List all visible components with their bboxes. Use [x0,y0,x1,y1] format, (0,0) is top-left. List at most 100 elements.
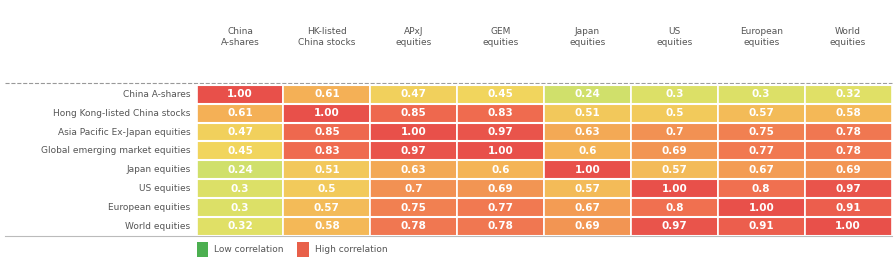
Text: 0.78: 0.78 [835,127,861,137]
Text: 1.00: 1.00 [748,202,774,213]
Text: 0.83: 0.83 [487,108,513,118]
Text: 0.97: 0.97 [401,146,426,156]
Bar [805,217,892,236]
Bar [718,122,805,142]
Bar [718,85,805,104]
Bar [283,217,370,236]
Text: 0.57: 0.57 [574,184,600,194]
Text: 0.61: 0.61 [314,89,340,99]
Bar [370,179,457,198]
Bar [805,122,892,142]
Text: 0.77: 0.77 [487,202,513,213]
Text: 0.63: 0.63 [574,127,600,137]
Text: 0.97: 0.97 [487,127,513,137]
Bar [805,198,892,217]
Text: 0.47: 0.47 [401,89,426,99]
Text: World
equities: World equities [830,27,866,47]
Text: 0.51: 0.51 [314,165,340,175]
Text: 0.8: 0.8 [752,184,771,194]
Bar [297,242,309,257]
Bar [631,179,718,198]
Text: 0.69: 0.69 [487,184,513,194]
Bar [283,122,370,142]
Bar [805,160,892,179]
Bar [718,142,805,160]
Bar [544,122,631,142]
Text: 0.63: 0.63 [401,165,426,175]
Text: GEM
equities: GEM equities [483,27,519,47]
Bar [370,142,457,160]
Bar [370,160,457,179]
Bar [370,104,457,122]
Text: 0.58: 0.58 [835,108,861,118]
Bar [457,122,544,142]
Text: 0.75: 0.75 [401,202,426,213]
Bar [631,85,718,104]
Text: 0.24: 0.24 [574,89,600,99]
Text: 1.00: 1.00 [314,108,340,118]
Bar [805,179,892,198]
Text: European
equities: European equities [740,27,783,47]
Text: 1.00: 1.00 [661,184,687,194]
Text: 0.5: 0.5 [318,184,336,194]
Bar [544,104,631,122]
Text: 0.3: 0.3 [752,89,771,99]
Text: 1.00: 1.00 [835,222,861,231]
Text: Japan equities: Japan equities [126,165,190,174]
Bar [196,242,208,257]
Text: 0.51: 0.51 [574,108,600,118]
Bar [544,217,631,236]
Text: 0.47: 0.47 [227,127,253,137]
Bar [370,198,457,217]
Bar [718,198,805,217]
Text: 0.24: 0.24 [227,165,253,175]
Text: 0.3: 0.3 [665,89,684,99]
Bar [718,179,805,198]
Text: Japan
equities: Japan equities [569,27,606,47]
Bar [196,179,283,198]
Bar [196,142,283,160]
Text: 0.83: 0.83 [314,146,340,156]
Bar [544,198,631,217]
Bar [544,179,631,198]
Text: 1.00: 1.00 [574,165,600,175]
Text: 0.58: 0.58 [314,222,340,231]
Text: 0.85: 0.85 [401,108,426,118]
Text: 0.85: 0.85 [314,127,340,137]
Bar [718,160,805,179]
Bar [196,217,283,236]
Text: 0.78: 0.78 [835,146,861,156]
Text: 0.91: 0.91 [748,222,774,231]
Bar [370,122,457,142]
Text: US equities: US equities [139,184,190,193]
Bar [631,160,718,179]
Text: World equities: World equities [125,222,190,231]
Bar [718,217,805,236]
Bar [631,104,718,122]
Bar [805,104,892,122]
Bar [283,198,370,217]
Text: 0.69: 0.69 [574,222,600,231]
Bar [196,198,283,217]
Bar [457,142,544,160]
Bar [457,104,544,122]
Text: European equities: European equities [108,203,190,212]
Text: 1.00: 1.00 [401,127,426,137]
Text: 0.67: 0.67 [574,202,600,213]
Text: 0.3: 0.3 [231,184,249,194]
Text: 0.57: 0.57 [661,165,687,175]
Text: Global emerging market equities: Global emerging market equities [41,146,190,155]
Text: 1.00: 1.00 [487,146,513,156]
Text: 0.61: 0.61 [228,108,253,118]
Text: High correlation: High correlation [315,245,388,254]
Bar [457,217,544,236]
Text: 0.7: 0.7 [404,184,423,194]
Text: 0.3: 0.3 [231,202,249,213]
Bar [370,85,457,104]
Text: 0.75: 0.75 [748,127,774,137]
Text: China
A-shares: China A-shares [220,27,260,47]
Text: 0.7: 0.7 [665,127,684,137]
Bar [196,122,283,142]
Text: 1.00: 1.00 [228,89,253,99]
Text: 0.67: 0.67 [748,165,774,175]
